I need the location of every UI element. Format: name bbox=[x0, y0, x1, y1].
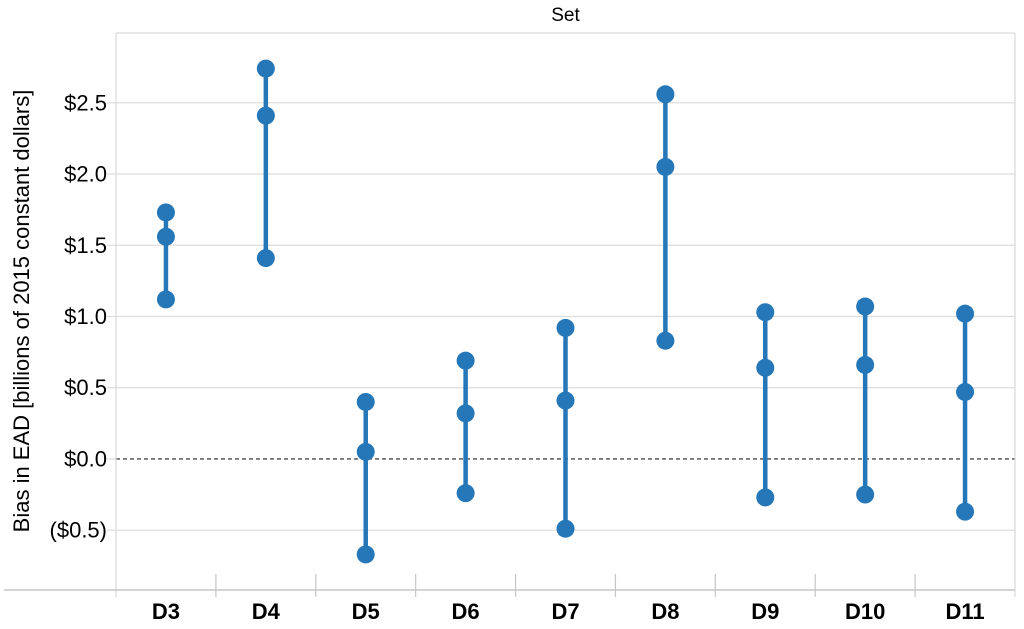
x-category-label: D8 bbox=[651, 599, 679, 624]
y-tick-label: $2.0 bbox=[64, 162, 107, 187]
data-point bbox=[156, 290, 175, 309]
data-point bbox=[656, 85, 675, 104]
data-point bbox=[556, 318, 575, 337]
x-category-label: D3 bbox=[152, 599, 180, 624]
data-point bbox=[756, 488, 775, 507]
data-point bbox=[556, 519, 575, 538]
data-point bbox=[956, 502, 975, 521]
data-point bbox=[256, 106, 275, 125]
data-point bbox=[856, 485, 875, 504]
chart-title: Set bbox=[551, 5, 580, 26]
data-point bbox=[556, 391, 575, 410]
data-point bbox=[956, 382, 975, 401]
data-point bbox=[756, 303, 775, 322]
x-category-label: D5 bbox=[352, 599, 380, 624]
data-point bbox=[456, 484, 475, 503]
y-tick-label: $0.5 bbox=[64, 375, 107, 400]
data-point bbox=[656, 157, 675, 176]
data-point bbox=[156, 227, 175, 246]
y-tick-label: $0.0 bbox=[64, 446, 107, 471]
data-point bbox=[756, 358, 775, 377]
y-tick-label: $1.0 bbox=[64, 304, 107, 329]
data-point bbox=[156, 203, 175, 222]
data-point bbox=[856, 297, 875, 316]
data-point bbox=[356, 442, 375, 461]
data-point bbox=[456, 351, 475, 370]
data-point bbox=[256, 249, 275, 268]
data-point bbox=[256, 59, 275, 78]
x-category-label: D4 bbox=[252, 599, 281, 624]
y-tick-label: ($0.5) bbox=[50, 518, 107, 543]
data-point bbox=[956, 304, 975, 323]
x-category-label: D6 bbox=[452, 599, 480, 624]
y-tick-label: $2.5 bbox=[64, 90, 107, 115]
data-point bbox=[356, 392, 375, 411]
data-point bbox=[356, 545, 375, 564]
data-point bbox=[856, 355, 875, 374]
x-category-label: D10 bbox=[845, 599, 885, 624]
x-category-label: D11 bbox=[945, 599, 984, 624]
data-point bbox=[456, 404, 475, 423]
x-category-label: D9 bbox=[751, 599, 779, 624]
x-category-label: D7 bbox=[551, 599, 579, 624]
y-tick-label: $1.5 bbox=[64, 233, 107, 258]
data-point bbox=[656, 331, 675, 350]
